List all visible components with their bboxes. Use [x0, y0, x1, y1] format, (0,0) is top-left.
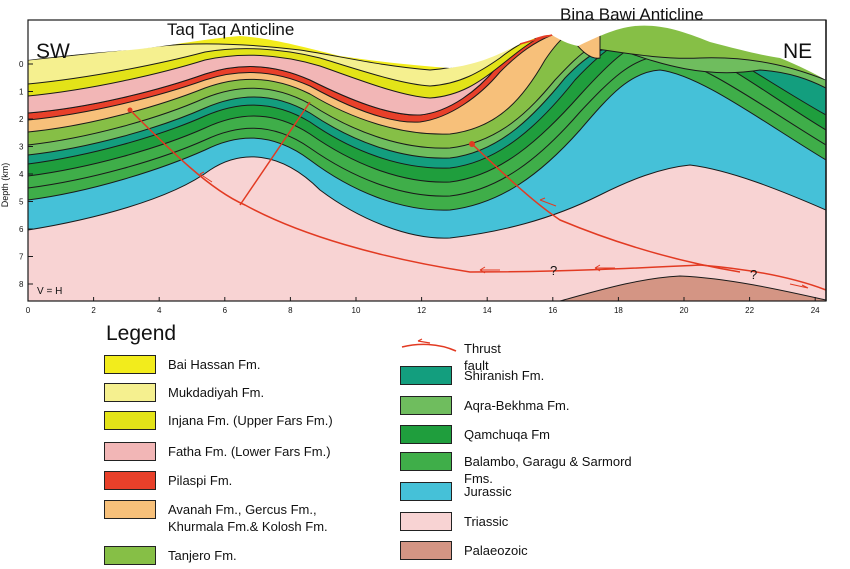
- y-tick-label: 7: [19, 253, 24, 262]
- fault-arrow: [479, 266, 500, 274]
- fault-arrows: [199, 171, 809, 289]
- fault-tip-marker: [127, 107, 133, 113]
- fault-taq-taq-main: [129, 109, 827, 291]
- x-tick-label: 0: [26, 306, 31, 315]
- x-tick-label: 20: [680, 306, 689, 315]
- legend-swatch: [400, 425, 452, 444]
- x-tick-label: 6: [223, 306, 228, 315]
- x-axis-ticks: 0 2 4 6 8 10 12 14 16 18 20 22 24: [26, 297, 820, 315]
- question-mark: ?: [550, 263, 557, 278]
- legend-label: Mukdadiyah Fm.: [168, 385, 265, 400]
- legend-swatch: [104, 355, 156, 374]
- legend-label: Injana Fm. (Upper Fars Fm.): [168, 413, 333, 428]
- legend-label: Qamchuqa Fm: [464, 427, 550, 442]
- fault-taq-taq-back: [239, 101, 311, 206]
- thrust-faults: [129, 34, 827, 291]
- legend-swatch: [104, 471, 156, 490]
- legend-label: Aqra-Bekhma Fm.: [464, 398, 570, 413]
- legend-label: Avanah Fm., Gercus Fm., Khurmala Fm.& Ko…: [168, 502, 328, 534]
- y-tick-label: 8: [19, 280, 24, 289]
- legend-swatch: [104, 383, 156, 402]
- y-tick-label: 6: [19, 225, 24, 234]
- x-tick-label: 10: [352, 306, 361, 315]
- legend-swatch: [400, 512, 452, 531]
- legend-swatch: [104, 546, 156, 565]
- legend-swatch: [104, 411, 156, 430]
- y-axis-label: Depth (km): [0, 163, 10, 208]
- y-tick-label: 2: [19, 115, 24, 124]
- strata-layers: [28, 20, 826, 301]
- legend-label: Thrust fault: [464, 341, 501, 373]
- legend-label: Tanjero Fm.: [168, 548, 237, 563]
- legend-swatch: [400, 541, 452, 560]
- legend-label: Pilaspi Fm.: [168, 473, 233, 488]
- fault-bina-bawi: [471, 143, 741, 273]
- y-axis-ticks: 0 1 2 3 4 5 6 7 8: [19, 60, 33, 289]
- x-tick-label: 4: [157, 306, 162, 315]
- fault-bina-bawi-upper: [519, 34, 553, 45]
- fault-arrow: [199, 171, 213, 183]
- legend-swatch: [400, 452, 452, 471]
- legend-label: Balambo, Garagu & Sarmord Fms.: [464, 454, 632, 486]
- legend-swatch: [104, 442, 156, 461]
- y-tick-label: 4: [19, 170, 24, 179]
- legend-swatch: [104, 500, 156, 519]
- y-tick-label: 5: [19, 198, 24, 207]
- y-tick-label: 3: [19, 143, 24, 152]
- scale-note: V = H: [37, 286, 62, 297]
- x-tick-label: 14: [483, 306, 492, 315]
- bina-bawi-anticline-title: Bina Bawi Anticline: [560, 5, 704, 24]
- legend-label: Palaeozoic: [464, 543, 528, 558]
- legend-label: Triassic: [464, 514, 509, 529]
- legend-label: Jurassic: [464, 484, 512, 499]
- fault-tip-marker: [469, 141, 475, 147]
- sw-direction-label: SW: [36, 40, 70, 63]
- legend-label: Shiranish Fm.: [464, 368, 545, 383]
- x-tick-label: 2: [91, 306, 96, 315]
- legend-title: Legend: [106, 322, 177, 345]
- sky-mask: [28, 20, 826, 80]
- ne-direction-label: NE: [783, 40, 813, 63]
- x-tick-label: 16: [548, 306, 557, 315]
- taq-taq-anticline-title: Taq Taq Anticline: [167, 20, 295, 39]
- x-tick-label: 8: [288, 306, 293, 315]
- fault-arrow: [594, 264, 615, 272]
- legend-label: Fatha Fm. (Lower Fars Fm.): [168, 444, 331, 459]
- thrust-fault-symbol: [401, 338, 457, 352]
- fault-arrow: [539, 197, 557, 207]
- x-tick-label: 22: [745, 306, 754, 315]
- x-tick-label: 18: [614, 306, 623, 315]
- y-tick-label: 0: [19, 60, 24, 69]
- question-mark: ?: [750, 267, 757, 282]
- fault-arrow: [789, 283, 809, 289]
- legend-swatch: [400, 482, 452, 501]
- layer-palaeozoic: [559, 275, 826, 301]
- y-tick-label: 1: [19, 88, 24, 97]
- legend-label: Bai Hassan Fm.: [168, 357, 261, 372]
- legend-swatch: [400, 396, 452, 415]
- x-tick-label: 24: [811, 306, 820, 315]
- legend-swatch: [400, 366, 452, 385]
- x-tick-label: 12: [417, 306, 426, 315]
